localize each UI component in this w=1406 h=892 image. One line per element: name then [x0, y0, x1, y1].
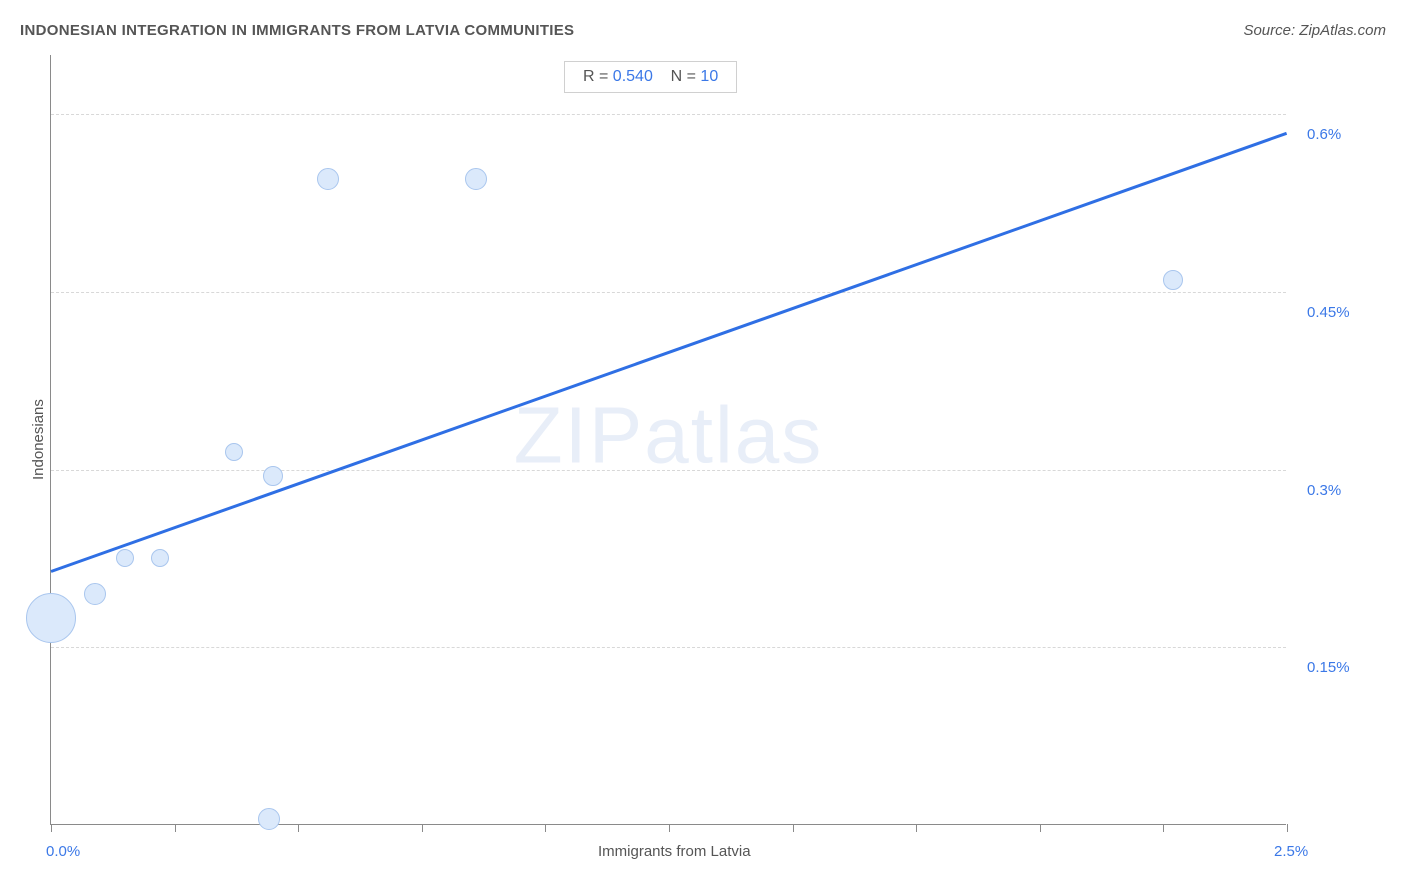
n-value: 10 [700, 68, 718, 85]
x-tick [916, 824, 917, 832]
r-value: 0.540 [613, 68, 653, 85]
data-point [258, 808, 280, 830]
data-point [26, 593, 76, 643]
x-tick [669, 824, 670, 832]
y-tick-label: 0.45% [1307, 304, 1350, 321]
gridline [51, 292, 1286, 293]
x-tick [1040, 824, 1041, 832]
gridline [51, 647, 1286, 648]
x-tick [298, 824, 299, 832]
watermark-zip: ZIP [514, 390, 644, 479]
data-point [151, 549, 169, 567]
x-tick [545, 824, 546, 832]
trend-line [50, 132, 1287, 573]
x-tick [51, 824, 52, 832]
data-point [225, 443, 243, 461]
x-tick [422, 824, 423, 832]
x-tick [793, 824, 794, 832]
gridline [51, 470, 1286, 471]
chart-container: INDONESIAN INTEGRATION IN IMMIGRANTS FRO… [0, 0, 1406, 892]
x-tick [1163, 824, 1164, 832]
data-point [116, 549, 134, 567]
x-axis-max-label: 2.5% [1274, 843, 1308, 860]
x-axis-min-label: 0.0% [46, 843, 80, 860]
gridline [51, 114, 1286, 115]
data-point [84, 583, 106, 605]
data-point [263, 466, 283, 486]
title-bar: INDONESIAN INTEGRATION IN IMMIGRANTS FRO… [20, 22, 1386, 39]
r-label: R = [583, 68, 608, 85]
chart-title: INDONESIAN INTEGRATION IN IMMIGRANTS FRO… [20, 22, 574, 39]
x-tick [175, 824, 176, 832]
watermark: ZIPatlas [514, 389, 823, 481]
data-point [465, 168, 487, 190]
watermark-atlas: atlas [644, 390, 823, 479]
x-tick [1287, 824, 1288, 832]
y-tick-label: 0.3% [1307, 482, 1341, 499]
y-axis-label: Indonesians [30, 399, 47, 480]
n-label: N = [671, 68, 696, 85]
source-attribution: Source: ZipAtlas.com [1243, 22, 1386, 39]
y-tick-label: 0.6% [1307, 126, 1341, 143]
x-axis-label: Immigrants from Latvia [598, 843, 751, 860]
data-point [317, 168, 339, 190]
plot-area: ZIPatlas R = 0.540 N = 10 0.15%0.3%0.45%… [50, 55, 1286, 825]
stats-box: R = 0.540 N = 10 [564, 61, 737, 93]
data-point [1163, 270, 1183, 290]
y-tick-label: 0.15% [1307, 659, 1350, 676]
